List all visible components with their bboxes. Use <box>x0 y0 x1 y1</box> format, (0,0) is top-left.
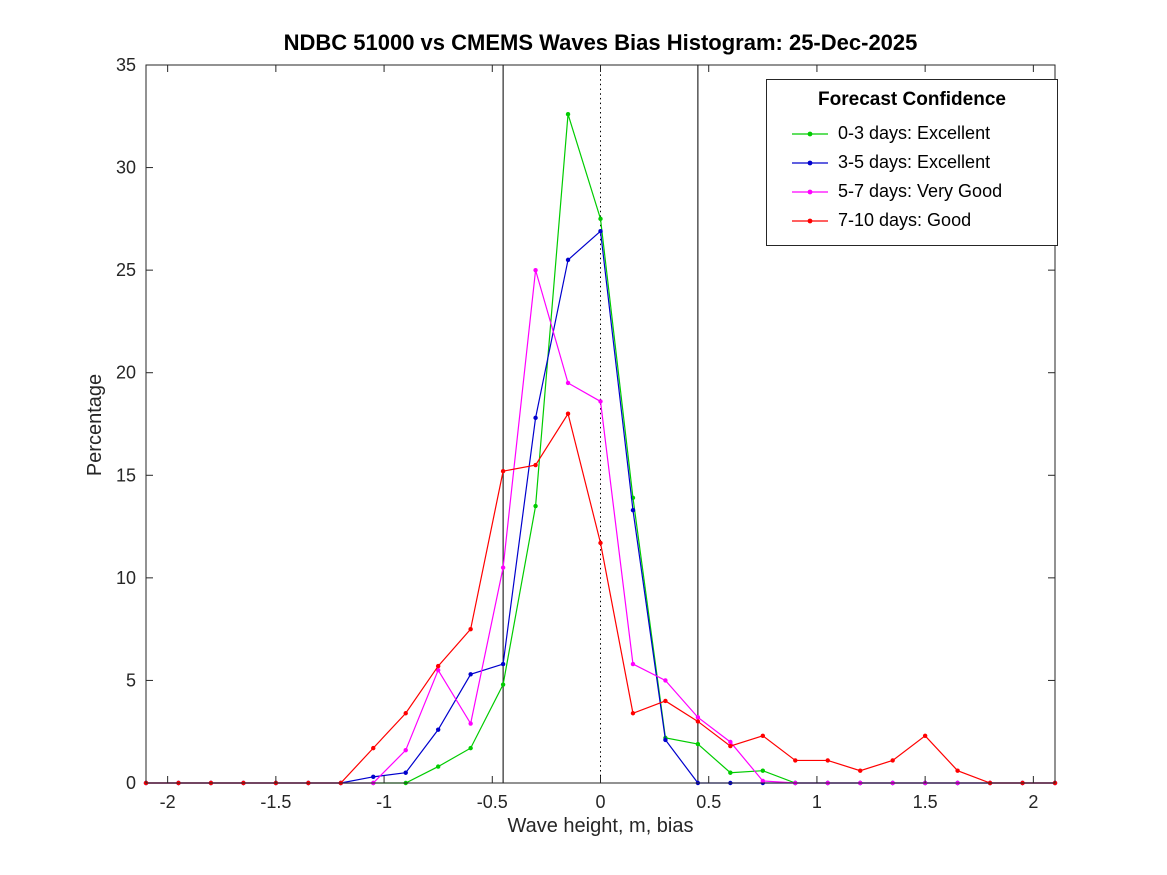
legend-title: Forecast Confidence <box>818 89 1006 110</box>
data-point-marker <box>598 228 603 234</box>
y-tick-label: 35 <box>116 55 136 75</box>
data-point-marker <box>728 743 733 749</box>
data-point-marker <box>663 698 668 704</box>
y-tick-label: 0 <box>126 773 136 793</box>
data-point-marker <box>371 774 376 780</box>
data-point-marker <box>565 380 571 386</box>
x-tick-label: 2 <box>1028 792 1038 812</box>
data-point-marker <box>598 540 603 546</box>
data-point-marker <box>533 462 538 468</box>
x-tick-label: -1 <box>376 792 392 812</box>
data-point-marker <box>760 768 766 773</box>
legend-entry: 3-5 days: Excellent <box>767 148 1057 177</box>
legend-entry: 0-3 days: Excellent <box>767 119 1057 148</box>
data-point-marker <box>728 770 733 775</box>
legend-entries: 0-3 days: Excellent 3-5 days: Excellent 5-… <box>767 119 1057 235</box>
data-point-marker <box>468 626 473 632</box>
y-tick-label: 5 <box>126 670 136 690</box>
data-point-marker <box>630 661 636 667</box>
data-point-marker <box>695 719 701 724</box>
data-point-marker <box>890 758 895 763</box>
x-tick-label: 0 <box>595 792 605 812</box>
legend: Forecast Confidence 0-3 days: Excellent 3… <box>766 79 1058 246</box>
data-point-marker <box>922 733 928 739</box>
y-tick-label: 10 <box>116 568 136 588</box>
data-point-marker <box>435 663 441 669</box>
data-point-marker <box>500 468 506 474</box>
data-point-marker <box>403 770 408 775</box>
data-point-marker <box>565 257 571 263</box>
legend-entry-label: 3-5 days: Excellent <box>838 152 991 172</box>
data-point-marker <box>858 768 863 773</box>
data-point-marker <box>500 682 506 687</box>
x-tick-label: 1.5 <box>913 792 938 812</box>
data-point-marker <box>500 565 506 570</box>
data-point-marker <box>598 399 603 404</box>
y-tick-label: 30 <box>116 158 136 178</box>
legend-entry-label: 0-3 days: Excellent <box>838 123 991 143</box>
data-point-marker <box>533 503 538 509</box>
chart-title: NDBC 51000 vs CMEMS Waves Bias Histogram… <box>283 30 918 55</box>
x-tick-label: -2 <box>160 792 176 812</box>
legend-line-sample <box>792 218 828 223</box>
legend-entry-label: 5-7 days: Very Good <box>838 181 1003 201</box>
data-point-marker <box>533 267 538 273</box>
legend-entry-label: 7-10 days: Good <box>838 210 972 230</box>
data-point-marker <box>371 745 376 751</box>
data-point-marker <box>565 112 571 117</box>
data-point-marker <box>565 411 571 416</box>
y-tick-label: 15 <box>116 465 136 485</box>
data-point-marker <box>403 747 408 753</box>
x-tick-label: 0.5 <box>696 792 721 812</box>
data-point-marker <box>435 764 441 769</box>
data-point-marker <box>630 507 636 513</box>
x-axis-label: Wave height, m, bias <box>507 815 694 837</box>
data-point-marker <box>793 758 798 763</box>
data-point-marker <box>500 661 506 667</box>
data-point-marker <box>695 741 701 747</box>
data-point-marker <box>663 737 668 743</box>
data-point-marker <box>663 678 668 683</box>
x-tick-label: -1.5 <box>260 792 291 812</box>
legend-line-sample <box>792 160 828 165</box>
data-point-marker <box>825 758 830 763</box>
data-point-marker <box>695 715 701 720</box>
y-tick-label: 20 <box>116 363 136 383</box>
x-tick-label: -0.5 <box>477 792 508 812</box>
data-point-marker <box>760 733 766 739</box>
legend-line-sample <box>792 189 828 194</box>
data-point-marker <box>468 672 473 677</box>
data-point-marker <box>955 768 960 773</box>
x-tick-label: 1 <box>812 792 822 812</box>
data-point-marker <box>760 778 766 784</box>
y-tick-label: 25 <box>116 260 136 280</box>
data-point-marker <box>403 711 408 716</box>
data-point-marker <box>728 739 733 745</box>
data-point-marker <box>533 415 538 421</box>
series-line <box>146 412 1055 784</box>
data-point-marker <box>435 667 441 673</box>
data-point-marker <box>435 727 441 732</box>
legend-entry: 5-7 days: Very Good <box>767 177 1057 206</box>
data-point-marker <box>598 216 603 222</box>
legend-line-sample <box>792 131 828 136</box>
data-point-marker <box>468 745 473 751</box>
data-point-marker <box>468 721 473 726</box>
data-point-marker <box>630 711 636 716</box>
legend-entry: 7-10 days: Good <box>767 206 1057 235</box>
y-axis-label: Percentage <box>84 373 106 477</box>
